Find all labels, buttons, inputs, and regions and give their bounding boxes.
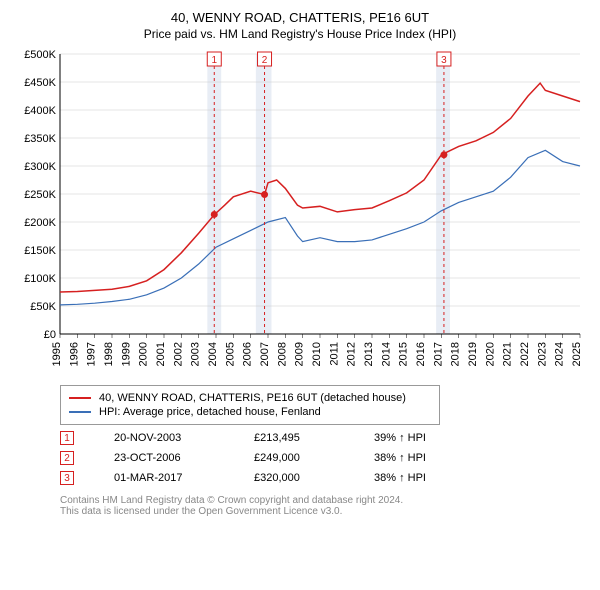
- svg-text:£150K: £150K: [24, 245, 56, 257]
- svg-text:2018: 2018: [450, 342, 462, 366]
- svg-text:£50K: £50K: [30, 301, 56, 313]
- sale-delta: 39% ↑ HPI: [374, 432, 426, 444]
- footer-attribution: Contains HM Land Registry data © Crown c…: [60, 495, 590, 517]
- chart-title: 40, WENNY ROAD, CHATTERIS, PE16 6UT: [10, 10, 590, 25]
- svg-text:1998: 1998: [103, 342, 115, 366]
- sale-marker: 3: [60, 471, 74, 485]
- sale-delta: 38% ↑ HPI: [374, 472, 426, 484]
- legend: 40, WENNY ROAD, CHATTERIS, PE16 6UT (det…: [60, 385, 440, 425]
- svg-text:2015: 2015: [398, 342, 410, 366]
- svg-text:2000: 2000: [138, 342, 150, 366]
- sale-price: £213,495: [254, 432, 334, 444]
- svg-text:£200K: £200K: [24, 217, 56, 229]
- legend-label: 40, WENNY ROAD, CHATTERIS, PE16 6UT (det…: [99, 392, 406, 404]
- line-chart-svg: £0 £50K £100K £150K £200K £250K £300K £350K £400…: [10, 49, 590, 379]
- chart-subtitle: Price paid vs. HM Land Registry's House …: [10, 27, 590, 41]
- svg-text:2: 2: [262, 55, 268, 66]
- svg-text:£300K: £300K: [24, 161, 56, 173]
- sale-date: 23-OCT-2006: [114, 452, 214, 464]
- svg-text:2008: 2008: [276, 342, 288, 366]
- svg-text:£450K: £450K: [24, 77, 56, 89]
- svg-text:2025: 2025: [571, 342, 583, 366]
- svg-text:2002: 2002: [172, 342, 184, 366]
- svg-text:£250K: £250K: [24, 189, 56, 201]
- svg-text:2023: 2023: [536, 342, 548, 366]
- svg-text:£100K: £100K: [24, 273, 56, 285]
- svg-text:2004: 2004: [207, 342, 219, 366]
- svg-text:2001: 2001: [155, 342, 167, 366]
- svg-text:2003: 2003: [190, 342, 202, 366]
- svg-text:3: 3: [441, 55, 447, 66]
- sales-table: 1 20-NOV-2003 £213,495 39% ↑ HPI 2 23-OCT-200…: [60, 431, 590, 485]
- chart-area: £0 £50K £100K £150K £200K £250K £300K £350K £400…: [10, 49, 590, 379]
- legend-swatch: [69, 411, 91, 413]
- sale-marker: 1: [60, 431, 74, 445]
- svg-text:2012: 2012: [346, 342, 358, 366]
- sale-marker: 2: [60, 451, 74, 465]
- sale-row: 2 23-OCT-2006 £249,000 38% ↑ HPI: [60, 451, 590, 465]
- svg-text:2017: 2017: [432, 342, 444, 366]
- legend-row: 40, WENNY ROAD, CHATTERIS, PE16 6UT (det…: [69, 392, 431, 404]
- svg-text:1995: 1995: [51, 342, 63, 366]
- svg-text:1999: 1999: [120, 342, 132, 366]
- sale-price: £249,000: [254, 452, 334, 464]
- svg-text:2020: 2020: [484, 342, 496, 366]
- svg-text:2007: 2007: [259, 342, 271, 366]
- svg-text:2021: 2021: [502, 342, 514, 366]
- svg-text:2010: 2010: [311, 342, 323, 366]
- svg-text:1997: 1997: [86, 342, 98, 366]
- svg-text:2019: 2019: [467, 342, 479, 366]
- svg-text:£350K: £350K: [24, 133, 56, 145]
- svg-text:1996: 1996: [68, 342, 80, 366]
- svg-text:2006: 2006: [242, 342, 254, 366]
- svg-text:2024: 2024: [554, 342, 566, 366]
- footer-line-1: Contains HM Land Registry data © Crown c…: [60, 495, 590, 506]
- footer-line-2: This data is licensed under the Open Gov…: [60, 506, 590, 517]
- svg-text:2016: 2016: [415, 342, 427, 366]
- sale-row: 1 20-NOV-2003 £213,495 39% ↑ HPI: [60, 431, 590, 445]
- sale-row: 3 01-MAR-2017 £320,000 38% ↑ HPI: [60, 471, 590, 485]
- svg-text:1: 1: [211, 55, 217, 66]
- svg-text:2009: 2009: [294, 342, 306, 366]
- sale-price: £320,000: [254, 472, 334, 484]
- svg-text:£0: £0: [44, 329, 56, 341]
- svg-text:2011: 2011: [328, 342, 340, 366]
- legend-row: HPI: Average price, detached house, Fenl…: [69, 406, 431, 418]
- sale-date: 01-MAR-2017: [114, 472, 214, 484]
- legend-swatch: [69, 397, 91, 399]
- sale-date: 20-NOV-2003: [114, 432, 214, 444]
- svg-text:2022: 2022: [519, 342, 531, 366]
- svg-text:£400K: £400K: [24, 105, 56, 117]
- legend-label: HPI: Average price, detached house, Fenl…: [99, 406, 321, 418]
- svg-text:£500K: £500K: [24, 49, 56, 61]
- svg-text:2014: 2014: [380, 342, 392, 366]
- svg-text:2005: 2005: [224, 342, 236, 366]
- svg-text:2013: 2013: [363, 342, 375, 366]
- sale-delta: 38% ↑ HPI: [374, 452, 426, 464]
